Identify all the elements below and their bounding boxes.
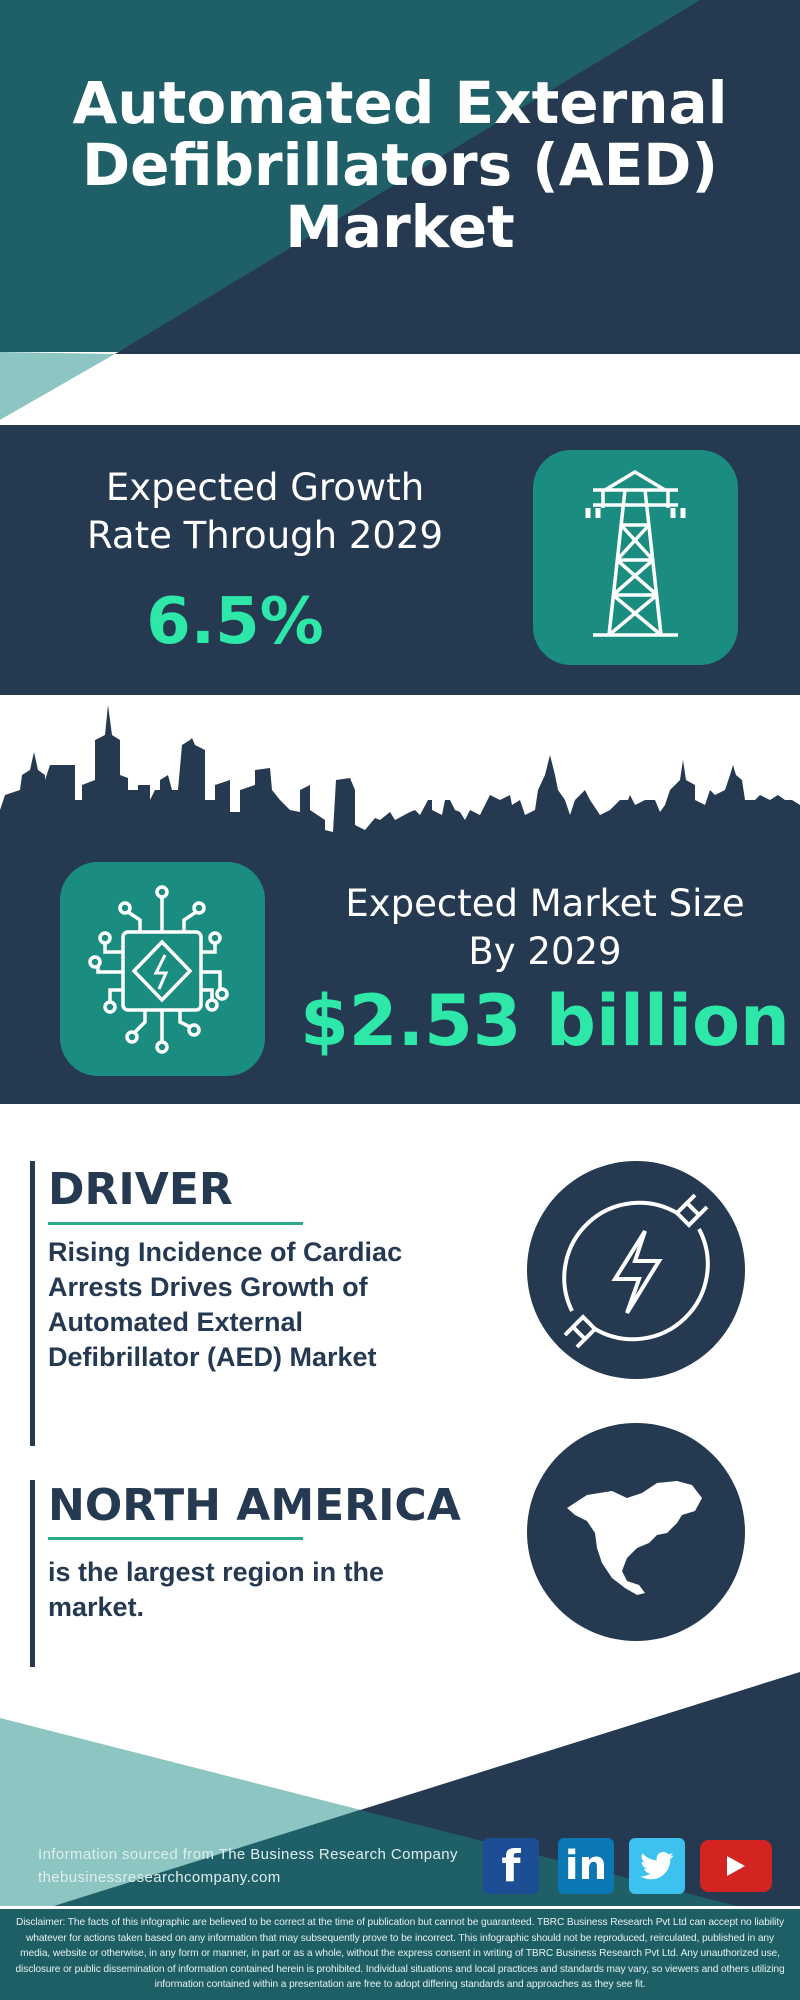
driver-heading: DRIVER — [48, 1164, 233, 1215]
driver-text-line: Arrests Drives Growth of — [48, 1272, 368, 1302]
circuit-chip-lightning-icon — [88, 885, 229, 1054]
region-icon-circle — [527, 1423, 745, 1641]
title-line: Defibrillators (AED) — [82, 131, 718, 199]
source-text: Information sourced from The Business Re… — [38, 1846, 458, 1863]
region-accent-bar — [30, 1480, 35, 1667]
north-america-map-icon — [567, 1481, 702, 1595]
title-line: Automated External — [72, 69, 728, 137]
electric-plug-lightning-icon — [562, 1193, 710, 1349]
region-underline — [48, 1537, 303, 1540]
play-glyph — [727, 1856, 745, 1876]
market-size-value: $2.53 billion — [300, 980, 790, 1062]
driver-icon-circle — [527, 1161, 745, 1379]
region-text: is the largest region in the market. — [48, 1555, 488, 1625]
market-size-label-line: By 2029 — [468, 930, 622, 973]
growth-label-line: Expected Growth — [105, 466, 425, 509]
driver-text-line: Rising Incidence of Cardiac — [48, 1237, 403, 1267]
region-heading: NORTH AMERICA — [48, 1480, 461, 1531]
growth-icon-box — [533, 450, 738, 665]
city-skyline — [0, 705, 800, 845]
market-size-label-line: Expected Market Size — [345, 882, 745, 925]
region-text-line: market. — [48, 1592, 145, 1622]
disclaimer-text: Disclaimer: The facts of this infographi… — [15, 1917, 785, 1990]
market-size-label: Expected Market Size By 2029 — [300, 880, 790, 976]
market-icon-box — [60, 862, 265, 1076]
driver-text-line: Defibrillator (AED) Market — [48, 1342, 377, 1372]
region-text-line: is the largest region in the — [48, 1557, 385, 1587]
youtube-icon[interactable] — [700, 1840, 772, 1892]
page-title: Automated External Defibrillators (AED) … — [0, 72, 800, 258]
title-line: Market — [285, 193, 515, 261]
driver-text-line: Automated External — [48, 1307, 304, 1337]
driver-text: Rising Incidence of Cardiac Arrests Driv… — [48, 1235, 488, 1375]
twitter-bird-glyph — [640, 1852, 674, 1880]
website-link[interactable]: thebusinessresearchcompany.com — [38, 1869, 281, 1886]
linkedin-icon[interactable]: in — [558, 1838, 614, 1894]
driver-accent-bar — [30, 1161, 35, 1446]
growth-label-line: Rate Through 2029 — [87, 514, 443, 557]
growth-rate-value: 6.5% — [146, 585, 324, 659]
twitter-icon[interactable] — [629, 1838, 685, 1894]
growth-label: Expected Growth Rate Through 2029 — [40, 464, 490, 560]
driver-underline — [48, 1222, 303, 1225]
facebook-icon[interactable]: f — [483, 1838, 539, 1894]
transmission-tower-icon — [585, 469, 686, 637]
